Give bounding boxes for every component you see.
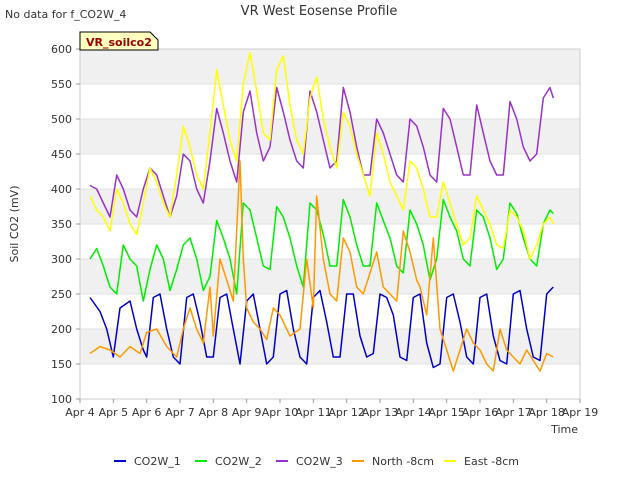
x-tick-label: Apr 11 [295,406,332,419]
legend: CO2W_1 CO2W_2 CO2W_3 North -8cm East -8cm [114,455,519,468]
series-line-co2w-1 [89,286,554,369]
y-tick-label: 450 [51,148,72,161]
y-axis-label: Soil CO2 (mV) [8,186,21,263]
site-badge-box [79,31,159,51]
legend-label: CO2W_3 [296,455,343,468]
x-axis: Apr 4 Apr 5 Apr 6 Apr 7 Apr 8 Apr 9 Apr 10Apr … [65,399,598,419]
site-badge: VR_soilco2 [79,31,159,51]
series-lines [89,51,555,372]
y-tick-label: 600 [51,43,72,56]
series-line-co2w-3 [89,86,555,218]
legend-label: CO2W_1 [134,455,181,468]
y-tick-label: 300 [51,253,72,266]
plot-area: 100 150 200 250 300 350 400 450 500 550 600 Apr 4 A… [51,43,598,419]
y-tick-label: 100 [51,393,72,406]
x-tick-label: Apr 9 [232,406,262,419]
x-tick-label: Apr 13 [362,406,399,419]
legend-label: CO2W_2 [215,455,262,468]
y-tick-label: 400 [51,183,72,196]
x-tick-label: Apr 12 [328,406,365,419]
legend-item: CO2W_3 [276,455,343,468]
legend-item: North -8cm [352,455,434,468]
x-tick-label: Apr 15 [428,406,465,419]
y-axis: 100 150 200 250 300 350 400 450 500 550 600 [51,43,80,406]
x-tick-label: Apr 10 [262,406,299,419]
site-badge-label: VR_soilco2 [86,36,152,49]
grid-band [80,189,580,224]
series-line-north-8cm [89,160,554,372]
x-tick-label: Apr 19 [562,406,599,419]
x-tick-label: Apr 6 [132,406,162,419]
legend-label: North -8cm [372,455,434,468]
no-data-note: No data for f_CO2W_4 [5,8,126,21]
legend-item: East -8cm [444,455,519,468]
x-tick-label: Apr 7 [165,406,195,419]
y-tick-label: 250 [51,288,72,301]
x-tick-label: Apr 5 [99,406,129,419]
y-tick-label: 550 [51,78,72,91]
chart-title: VR West Eosense Profile [241,4,398,19]
y-tick-label: 350 [51,218,72,231]
legend-label: East -8cm [464,455,519,468]
x-axis-label: Time [550,423,578,436]
x-tick-label: Apr 18 [528,406,565,419]
x-tick-label: Apr 16 [462,406,499,419]
legend-item: CO2W_2 [195,455,262,468]
x-tick-label: Apr 4 [65,406,95,419]
series-line-co2w-2 [89,198,554,302]
legend-item: CO2W_1 [114,455,181,468]
y-tick-label: 200 [51,323,72,336]
grid-band [80,49,580,84]
x-tick-label: Apr 8 [199,406,229,419]
y-tick-label: 500 [51,113,72,126]
y-tick-label: 150 [51,358,72,371]
x-tick-label: Apr 14 [395,406,432,419]
x-tick-label: Apr 17 [495,406,532,419]
series-line-east-8cm [89,51,554,260]
